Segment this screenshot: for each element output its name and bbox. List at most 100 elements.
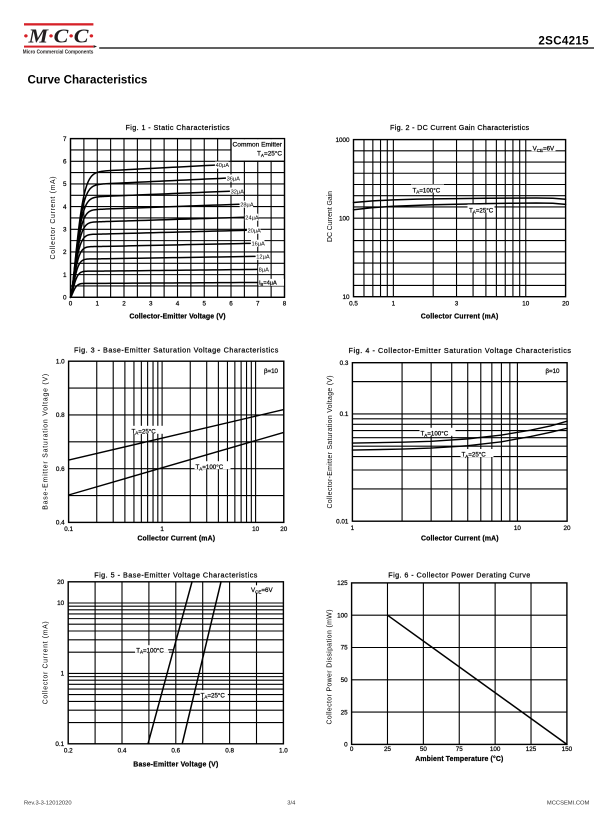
- svg-text:Collector-Emitter Voltage (V): Collector-Emitter Voltage (V): [129, 313, 225, 320]
- svg-text:TA=25°C: TA=25°C: [257, 149, 282, 157]
- svg-text:TA=100°C: TA=100°C: [196, 464, 224, 471]
- svg-text:4: 4: [176, 301, 180, 308]
- svg-text:36µA: 36µA: [227, 176, 241, 182]
- svg-text:0.8: 0.8: [56, 412, 65, 419]
- svg-text:Collector-Emitter Saturation V: Collector-Emitter Saturation Voltage (V): [327, 375, 334, 508]
- svg-text:1000: 1000: [335, 137, 350, 144]
- svg-text:0.1: 0.1: [340, 411, 349, 418]
- svg-text:8µA: 8µA: [259, 268, 269, 274]
- svg-text:8: 8: [283, 301, 287, 308]
- svg-text:Fig. 5 - Base-Emitter Voltage: Fig. 5 - Base-Emitter Voltage Characteri…: [94, 571, 258, 580]
- svg-text:0: 0: [344, 742, 348, 749]
- svg-text:125: 125: [337, 580, 348, 587]
- svg-text:0.1: 0.1: [55, 741, 64, 748]
- svg-text:10: 10: [342, 294, 350, 301]
- svg-text:TA=25°C: TA=25°C: [469, 207, 494, 214]
- svg-text:Ambient Temperature (°C): Ambient Temperature (°C): [415, 755, 503, 763]
- svg-text:VCE=6V: VCE=6V: [533, 146, 555, 153]
- svg-text:7: 7: [63, 136, 67, 143]
- svg-text:Collector Current (mA): Collector Current (mA): [43, 621, 50, 704]
- svg-text:Collector Current (mA): Collector Current (mA): [421, 313, 499, 320]
- svg-text:25: 25: [341, 709, 349, 716]
- svg-text:125: 125: [526, 746, 537, 753]
- svg-text:1: 1: [160, 526, 164, 533]
- svg-text:1: 1: [63, 272, 67, 279]
- svg-text:Fig. 1 - Static Characteristic: Fig. 1 - Static Characteristics: [125, 123, 230, 132]
- svg-text:28µA: 28µA: [240, 202, 254, 208]
- svg-text:75: 75: [341, 645, 349, 652]
- svg-text:1: 1: [351, 525, 355, 532]
- svg-text:1: 1: [392, 301, 396, 308]
- svg-text:3: 3: [149, 301, 153, 308]
- svg-text:32µA: 32µA: [231, 189, 245, 195]
- svg-text:5: 5: [63, 181, 67, 188]
- svg-text:6: 6: [229, 301, 233, 308]
- svg-text:Collector Current (mA): Collector Current (mA): [421, 536, 499, 543]
- svg-text:20: 20: [57, 579, 65, 586]
- svg-text:20: 20: [562, 301, 570, 308]
- svg-text:7: 7: [256, 301, 260, 308]
- svg-text:6: 6: [63, 158, 67, 165]
- svg-text:75: 75: [456, 746, 464, 753]
- svg-text:MCCSEMI.COM: MCCSEMI.COM: [547, 801, 590, 807]
- svg-text:10: 10: [514, 525, 522, 532]
- svg-text:3/4: 3/4: [287, 801, 296, 807]
- svg-text:1: 1: [61, 671, 65, 678]
- svg-text:4: 4: [63, 204, 67, 211]
- svg-text:0.5: 0.5: [349, 301, 358, 308]
- svg-text:Base-Emitter Voltage (V): Base-Emitter Voltage (V): [133, 761, 218, 768]
- svg-text:IB=4µA: IB=4µA: [259, 281, 277, 287]
- svg-text:100: 100: [337, 612, 348, 619]
- svg-text:50: 50: [341, 677, 349, 684]
- svg-text:1.0: 1.0: [279, 747, 288, 754]
- svg-text:5: 5: [202, 301, 206, 308]
- svg-text:β=10: β=10: [545, 368, 560, 375]
- svg-text:0.6: 0.6: [171, 747, 180, 754]
- svg-text:TA=25°C: TA=25°C: [201, 692, 226, 699]
- svg-text:Fig. 4 - Collector-Emitter Sat: Fig. 4 - Collector-Emitter Saturation Vo…: [349, 346, 572, 355]
- svg-text:Curve Characteristics: Curve Characteristics: [28, 74, 148, 87]
- svg-text:Common Emitter: Common Emitter: [233, 142, 283, 149]
- svg-text:Collector Current (mA): Collector Current (mA): [50, 176, 57, 259]
- svg-text:·M·C·C·: ·M ·C·C·: [23, 27, 94, 48]
- svg-text:16µA: 16µA: [251, 241, 265, 247]
- svg-text:0: 0: [63, 295, 67, 302]
- svg-text:0: 0: [350, 746, 354, 753]
- svg-text:Collector Power Dissipation (: Collector Power Dissipation (mW): [327, 610, 334, 725]
- svg-text:20µA: 20µA: [247, 228, 261, 234]
- svg-text:100: 100: [339, 215, 350, 222]
- svg-text:2SC4215: 2SC4215: [538, 34, 589, 47]
- svg-text:0: 0: [69, 301, 73, 308]
- svg-text:TA=25°C: TA=25°C: [462, 452, 487, 459]
- svg-text:24µA: 24µA: [245, 215, 259, 221]
- svg-text:3: 3: [455, 301, 459, 308]
- svg-text:TA=100°C: TA=100°C: [413, 187, 441, 194]
- svg-text:Micro Commercial Components: Micro Commercial Components: [23, 49, 94, 55]
- svg-text:VCE=6V: VCE=6V: [251, 587, 273, 594]
- svg-text:0.01: 0.01: [336, 518, 349, 525]
- svg-text:10: 10: [252, 526, 260, 533]
- svg-text:20: 20: [280, 526, 288, 533]
- svg-text:Base-Emitter Saturation Voltag: Base-Emitter Saturation Voltage (V): [43, 374, 50, 510]
- svg-text:Rev.3-3-12012020: Rev.3-3-12012020: [24, 801, 72, 807]
- svg-text:Fig. 3 - Base-Emitter Saturati: Fig. 3 - Base-Emitter Saturation Voltage…: [74, 346, 279, 355]
- svg-text:50: 50: [420, 746, 428, 753]
- svg-text:1.0: 1.0: [56, 358, 65, 365]
- svg-text:TA=25°C: TA=25°C: [132, 428, 157, 435]
- svg-text:2: 2: [122, 301, 126, 308]
- svg-text:0.3: 0.3: [340, 360, 349, 367]
- svg-text:12µA: 12µA: [256, 254, 270, 260]
- svg-text:100: 100: [490, 746, 501, 753]
- svg-text:0.1: 0.1: [64, 526, 73, 533]
- svg-text:DC Current Gain: DC Current Gain: [327, 191, 334, 242]
- svg-text:0.8: 0.8: [225, 747, 234, 754]
- svg-text:0.2: 0.2: [64, 747, 73, 754]
- svg-text:25: 25: [384, 746, 392, 753]
- svg-text:Fig. 2 - DC Current Gain Chara: Fig. 2 - DC Current Gain Characteristics: [390, 123, 529, 132]
- svg-text:1: 1: [95, 301, 99, 308]
- svg-text:150: 150: [562, 746, 573, 753]
- svg-text:TA=100°C: TA=100°C: [421, 430, 449, 437]
- svg-text:3: 3: [63, 226, 67, 233]
- svg-text:0.4: 0.4: [56, 520, 65, 527]
- svg-text:0.6: 0.6: [56, 466, 65, 473]
